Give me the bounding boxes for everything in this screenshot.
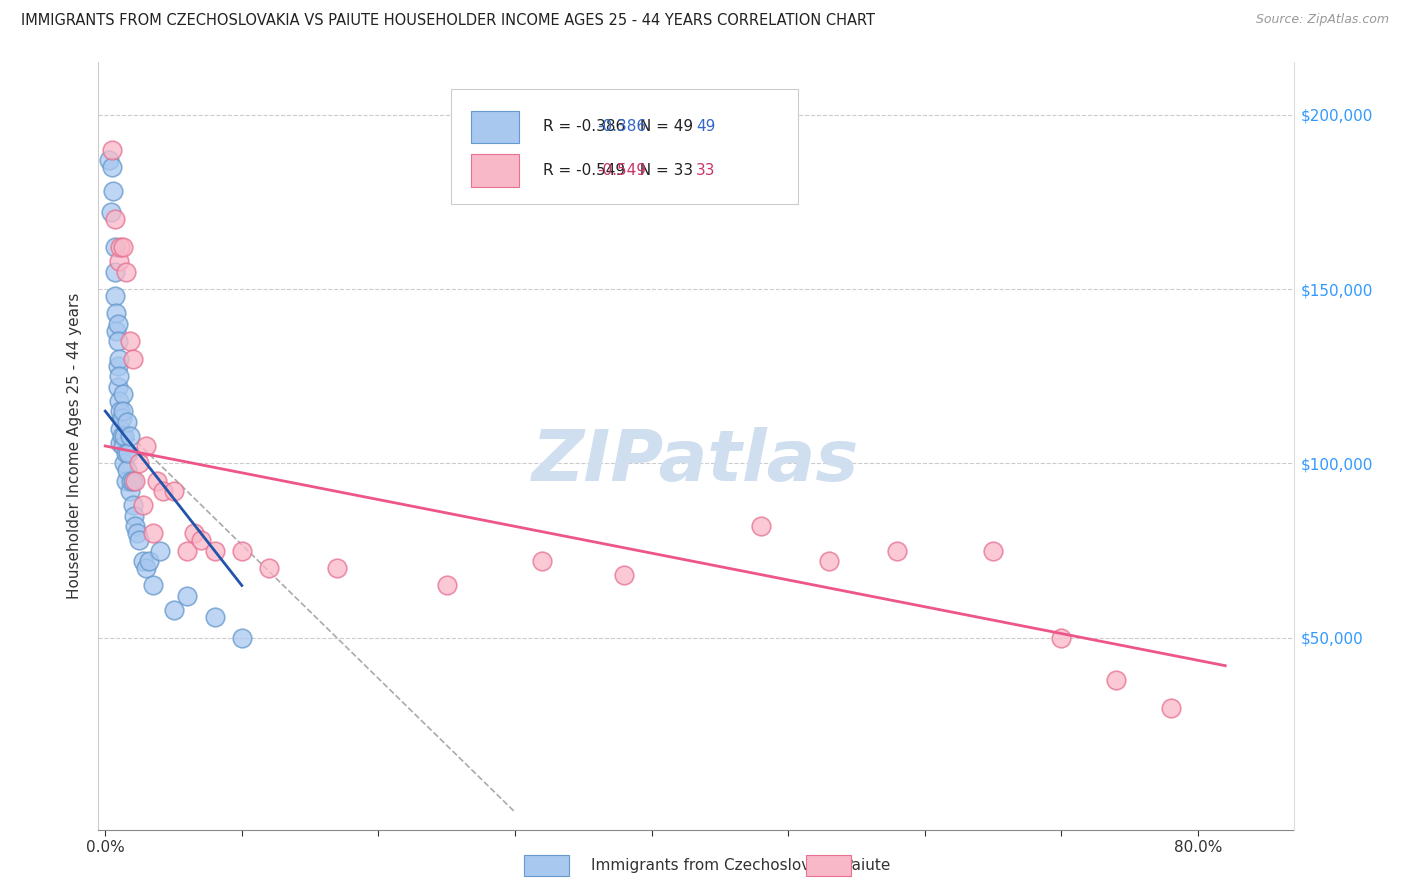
Point bbox=[152, 484, 174, 499]
Point bbox=[121, 498, 143, 512]
Point bbox=[190, 533, 212, 548]
Point bbox=[107, 317, 129, 331]
Point bbox=[98, 153, 121, 167]
Text: -0.386: -0.386 bbox=[596, 120, 645, 135]
Point bbox=[531, 554, 554, 568]
Point bbox=[436, 578, 458, 592]
Point bbox=[111, 411, 134, 425]
Point bbox=[103, 185, 125, 199]
Point bbox=[104, 289, 127, 303]
Point bbox=[108, 369, 131, 384]
Text: ZIPatlas: ZIPatlas bbox=[533, 427, 859, 496]
Text: -0.549: -0.549 bbox=[596, 163, 645, 178]
Text: 49: 49 bbox=[696, 120, 716, 135]
Point bbox=[107, 334, 129, 349]
Point bbox=[176, 543, 198, 558]
Point bbox=[120, 474, 142, 488]
Point bbox=[118, 484, 141, 499]
Point bbox=[886, 543, 908, 558]
Point bbox=[121, 351, 143, 366]
Point bbox=[107, 359, 129, 373]
Point bbox=[125, 526, 148, 541]
Point bbox=[111, 439, 134, 453]
Point bbox=[749, 519, 772, 533]
Point bbox=[122, 508, 145, 523]
Point bbox=[613, 568, 636, 582]
Text: R = -0.386   N = 49: R = -0.386 N = 49 bbox=[543, 120, 693, 135]
Point bbox=[257, 561, 280, 575]
Point bbox=[142, 578, 165, 592]
Point bbox=[110, 421, 132, 435]
Text: R = -0.549   N = 33: R = -0.549 N = 33 bbox=[543, 163, 693, 178]
Point bbox=[124, 474, 146, 488]
Text: Source: ZipAtlas.com: Source: ZipAtlas.com bbox=[1256, 13, 1389, 27]
Point bbox=[231, 543, 253, 558]
Point bbox=[111, 386, 134, 401]
Point bbox=[146, 474, 169, 488]
Point bbox=[204, 610, 226, 624]
Point bbox=[149, 543, 172, 558]
Point bbox=[128, 533, 150, 548]
Point bbox=[101, 160, 124, 174]
Point bbox=[132, 554, 155, 568]
Point bbox=[162, 484, 184, 499]
Point bbox=[112, 428, 135, 442]
Point bbox=[1050, 631, 1073, 645]
Point bbox=[101, 143, 124, 157]
Point bbox=[100, 205, 122, 219]
Point bbox=[118, 428, 141, 442]
FancyBboxPatch shape bbox=[451, 89, 797, 204]
Bar bbox=[471, 154, 519, 186]
Point bbox=[108, 393, 131, 408]
Point bbox=[105, 306, 128, 320]
Text: IMMIGRANTS FROM CZECHOSLOVAKIA VS PAIUTE HOUSEHOLDER INCOME AGES 25 - 44 YEARS C: IMMIGRANTS FROM CZECHOSLOVAKIA VS PAIUTE… bbox=[21, 13, 875, 29]
Point bbox=[117, 446, 139, 460]
Point bbox=[204, 543, 226, 558]
Point bbox=[176, 589, 198, 603]
Point bbox=[111, 428, 134, 442]
Point bbox=[142, 526, 165, 541]
Bar bbox=[471, 111, 519, 143]
Point bbox=[118, 334, 141, 349]
Point bbox=[981, 543, 1004, 558]
Point bbox=[124, 519, 146, 533]
Y-axis label: Householder Income Ages 25 - 44 years: Householder Income Ages 25 - 44 years bbox=[67, 293, 83, 599]
Point bbox=[114, 446, 136, 460]
Point bbox=[110, 240, 132, 254]
Point bbox=[135, 561, 157, 575]
Point bbox=[104, 240, 127, 254]
Point bbox=[1105, 673, 1128, 687]
Point bbox=[110, 404, 132, 418]
Point bbox=[132, 498, 155, 512]
Point bbox=[138, 554, 160, 568]
Point bbox=[128, 457, 150, 471]
Point bbox=[231, 631, 253, 645]
Point bbox=[112, 457, 135, 471]
Point bbox=[162, 603, 184, 617]
Point bbox=[115, 463, 138, 477]
Point bbox=[115, 415, 138, 429]
Point bbox=[121, 474, 143, 488]
Text: Paiute: Paiute bbox=[844, 858, 891, 872]
Point bbox=[114, 474, 136, 488]
Point bbox=[818, 554, 841, 568]
Point bbox=[108, 351, 131, 366]
Point bbox=[108, 254, 131, 268]
Point bbox=[135, 439, 157, 453]
Text: Immigrants from Czechoslovakia: Immigrants from Czechoslovakia bbox=[591, 858, 842, 872]
Point bbox=[110, 435, 132, 450]
Point bbox=[111, 240, 134, 254]
Point bbox=[105, 324, 128, 338]
Point bbox=[114, 265, 136, 279]
Text: 33: 33 bbox=[696, 163, 716, 178]
Point bbox=[104, 265, 127, 279]
Point bbox=[183, 526, 205, 541]
Point bbox=[107, 380, 129, 394]
Point bbox=[111, 404, 134, 418]
Point bbox=[326, 561, 349, 575]
Point bbox=[1160, 700, 1182, 714]
Point bbox=[104, 212, 127, 227]
